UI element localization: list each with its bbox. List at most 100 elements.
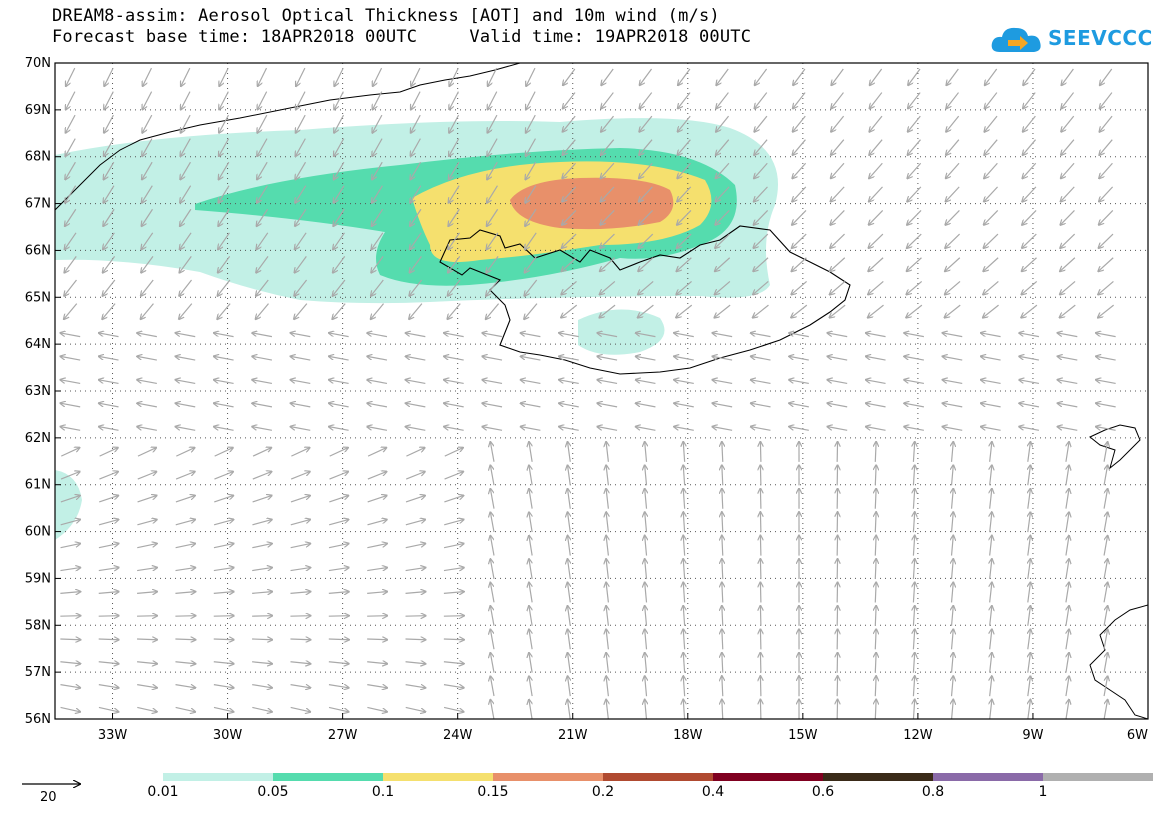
wind-arrow [828,333,848,338]
wind-arrow [984,210,999,224]
wind-scale-label: 20 [40,790,57,805]
wind-arrow [636,427,656,431]
wind-arrow [290,472,310,480]
wind-arrow [866,380,886,385]
wind-arrow [213,520,233,526]
wind-arrow [529,606,532,626]
wind-arrow [563,115,576,132]
wind-arrow [486,279,499,296]
wind-arrow [990,465,992,486]
wind-arrow [869,210,884,224]
wind-arrow [141,279,154,296]
wind-arrow [448,279,461,296]
wind-arrow [487,138,498,156]
lat-label: 56N [25,712,51,727]
wind-arrow [875,629,876,650]
wind-arrow [639,115,653,132]
wind-arrow [908,68,921,85]
wind-arrow [683,653,684,673]
wind-arrow [754,115,768,132]
wind-arrow [984,162,998,178]
wind-arrow [490,676,495,697]
wind-arrow [410,232,422,249]
wind-arrow [142,91,153,110]
wind-arrow [792,186,807,202]
wind-arrow [525,185,537,203]
wind-arrow [1096,380,1116,385]
wind-arrow [677,186,692,202]
wind-arrow [252,380,273,385]
wind-arrow [789,356,809,361]
wind-arrow [405,662,426,664]
wind-arrow [869,115,883,132]
wind-arrow [142,114,153,133]
wind-arrow [490,700,495,719]
wind-arrow [218,208,230,226]
wind-arrow [406,333,426,338]
wind-arrow [444,403,464,408]
wind-arrow [213,706,234,711]
wind-arrow [104,67,114,86]
wind-arrow [943,333,963,338]
wind-arrow [449,185,460,203]
wind-arrow [529,583,532,603]
wind-arrow [722,512,723,533]
wind-arrow [405,496,425,503]
wind-arrow [449,67,459,86]
wind-arrow [175,662,195,664]
wind-arrow [137,706,157,711]
wind-arrow [104,138,115,156]
wind-arrow [913,700,914,719]
wind-arrow [449,138,460,156]
wind-arrow [443,662,464,664]
wind-arrow [952,489,954,509]
wind-arrow [1098,304,1114,317]
wind-arrow [981,427,1001,431]
wind-arrow [214,448,233,457]
wind-arrow [490,630,495,650]
wind-arrow [904,380,924,385]
wind-arrow [1060,280,1076,294]
wind-arrow [866,427,886,431]
wind-arrow [521,427,541,431]
wind-arrow [213,684,234,688]
wind-arrow [990,629,992,650]
wind-arrow [529,700,532,719]
wind-arrow [1023,115,1036,132]
wind-arrow [1022,280,1038,294]
wind-arrow [606,653,608,673]
wind-arrow [754,162,768,178]
wind-arrow [406,380,426,385]
wind-arrow [98,684,119,688]
lat-label: 70N [25,56,51,71]
wind-arrow [1028,536,1031,556]
wind-arrow [411,67,421,86]
wind-arrow [636,356,656,361]
wind-arrow [252,544,272,549]
wind-arrow [792,257,807,271]
wind-arrow [328,684,349,688]
lat-label: 58N [25,618,51,633]
wind-arrow [600,280,616,294]
wind-arrow [568,489,571,509]
wind-arrow [219,67,229,86]
wind-arrow [645,629,647,650]
wind-arrow [562,257,577,271]
wind-arrow [606,676,608,697]
wind-arrow [908,139,921,155]
wind-arrow [983,304,999,317]
wind-arrow [568,606,571,626]
wind-arrow [334,114,345,133]
wind-arrow [521,380,541,385]
wind-arrow [674,380,694,385]
wind-arrow [490,536,495,556]
wind-arrow [722,653,723,673]
wind-arrow [715,257,731,271]
wind-arrow [755,92,768,109]
wind-arrow [990,489,992,509]
wind-arrow [328,639,349,640]
wind-arrow [753,233,769,248]
wind-arrow [638,280,654,294]
lon-label: 9W [1022,728,1043,743]
wind-arrow [716,68,729,85]
